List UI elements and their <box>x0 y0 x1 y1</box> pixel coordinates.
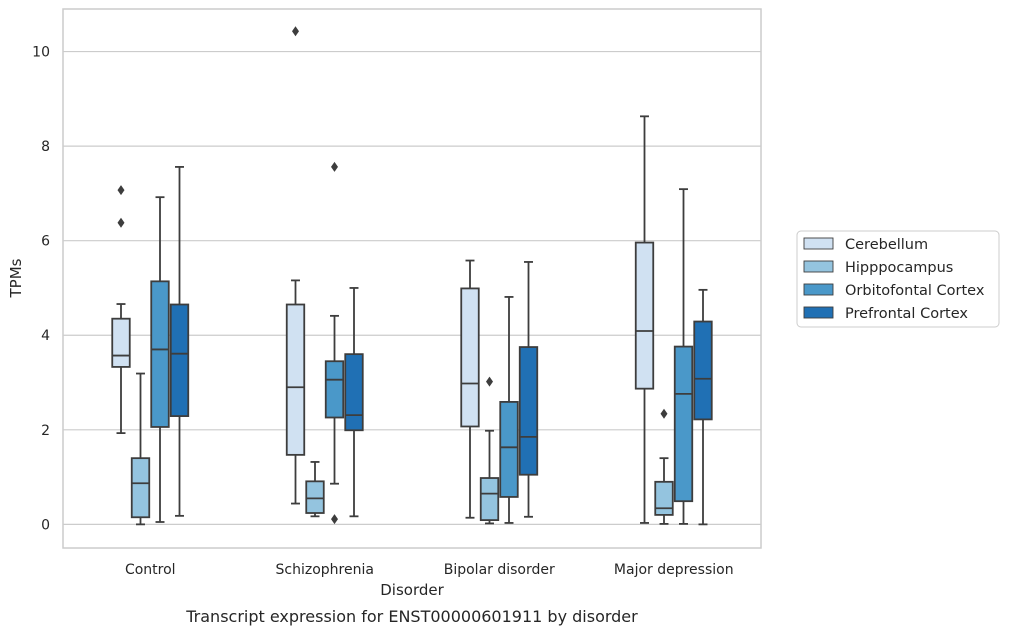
legend-swatch <box>803 283 834 296</box>
legend-label: Cerebellum <box>845 237 928 253</box>
y-tick-label: 10 <box>32 45 50 61</box>
legend: Cerebellum Hipppocampus Orbitofontal Corte… <box>796 230 1000 328</box>
y-tick-label: 2 <box>41 423 50 439</box>
box-iqr <box>693 320 713 421</box>
x-tick-label: Major depression <box>614 562 734 578</box>
outlier-point <box>331 161 338 172</box>
y-tick-label: 4 <box>41 328 50 344</box>
legend-swatch <box>803 237 834 250</box>
y-axis-title: TPMs <box>7 258 25 298</box>
box-iqr <box>499 401 519 498</box>
box-iqr <box>324 360 345 419</box>
y-tick-label: 6 <box>41 234 50 250</box>
boxes <box>111 26 713 526</box>
box-iqr <box>634 241 655 390</box>
y-tick-label: 8 <box>41 139 50 155</box>
box-iqr <box>285 303 306 456</box>
legend-label: Prefrontal Cortex <box>845 306 968 322</box>
box-iqr <box>130 457 151 519</box>
legend-swatch <box>803 306 834 319</box>
legend-label: Orbitofontal Cortex <box>845 283 985 299</box>
x-tick-label: Bipolar disorder <box>444 562 555 578</box>
box-iqr <box>169 303 190 417</box>
box-iqr <box>111 317 131 368</box>
outlier-point <box>660 408 668 419</box>
outlier-point <box>486 376 493 387</box>
box-iqr <box>305 480 325 514</box>
box-iqr <box>150 280 170 428</box>
legend-frame <box>796 230 1000 328</box>
x-tick-labels: Control Schizophrenia Bipolar disorder Majo… <box>125 562 734 578</box>
y-tick-label: 0 <box>41 517 50 533</box>
box-iqr <box>518 346 539 476</box>
box-iqr <box>673 345 694 503</box>
box-iqr <box>344 353 364 432</box>
chart-caption: Transcript expression for ENST0000060191… <box>185 607 638 626</box>
y-tick-labels: 0 2 4 6 8 10 <box>32 45 50 534</box>
x-tick-label: Control <box>125 562 176 578</box>
box-iqr <box>654 480 674 516</box>
outlier-point <box>117 217 125 228</box>
x-axis-title: Disorder <box>380 581 444 599</box>
outlier-point <box>292 26 299 37</box>
outlier-point <box>331 514 338 525</box>
box-iqr <box>479 477 500 522</box>
plot-frame <box>62 8 762 549</box>
legend-label: Hipppocampus <box>845 260 953 276</box>
box-iqr <box>460 287 480 428</box>
legend-swatch <box>803 260 834 273</box>
x-tick-label: Schizophrenia <box>276 562 374 578</box>
outlier-point <box>117 185 125 196</box>
